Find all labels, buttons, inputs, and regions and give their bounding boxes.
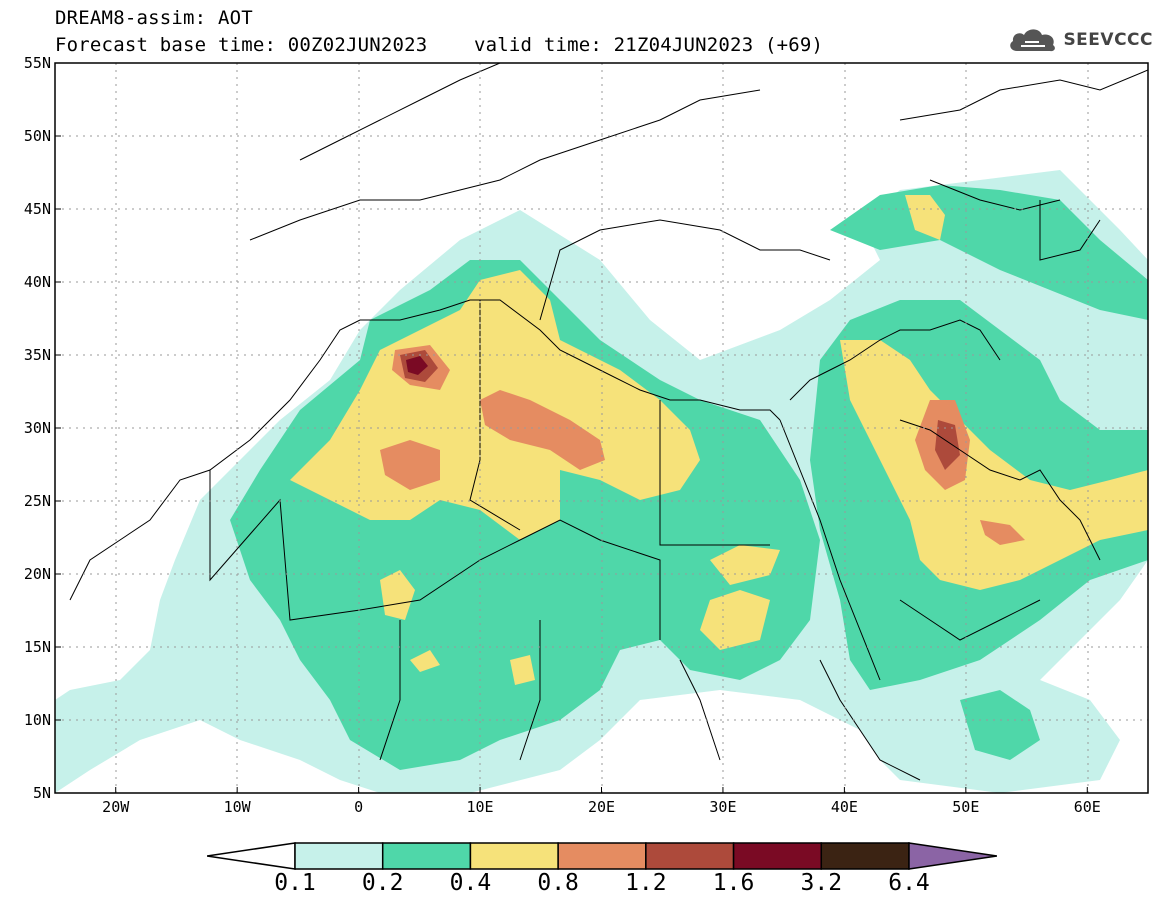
legend-tick-label: 0.8 — [537, 870, 579, 896]
lon-label: 30E — [709, 798, 736, 816]
legend-tick-label: 0.4 — [449, 870, 492, 896]
lon-label: 40E — [831, 798, 858, 816]
legend-swatch — [557, 842, 647, 870]
lat-label: 45N — [24, 200, 51, 218]
legend-swatch — [294, 842, 384, 870]
map-title: DREAM8-assim: AOT — [55, 7, 253, 29]
legend-swatch — [645, 842, 735, 870]
legend-tick-label: 1.2 — [625, 870, 667, 896]
lon-label: 20W — [102, 798, 130, 816]
lon-label: 10W — [224, 798, 252, 816]
lat-label: 50N — [24, 127, 51, 145]
latitude-labels: 55N 50N 45N 40N 35N 30N 25N 20N 15N 10N 5N — [24, 54, 61, 802]
lon-label: 20E — [588, 798, 615, 816]
lat-label: 25N — [24, 492, 51, 510]
logo-text: SEEVCCC — [1063, 30, 1153, 50]
longitude-labels: 20W 10W 0 10E 20E 30E 40E 50E 60E — [102, 787, 1101, 816]
aot-field — [55, 170, 1148, 793]
legend-tick-label: 3.2 — [800, 870, 843, 896]
seevccc-logo: SEEVCCC — [1007, 22, 1153, 58]
legend-tick-label: 0.2 — [361, 870, 404, 896]
country-borders — [69, 63, 1148, 781]
legend-over-triangle — [908, 842, 998, 870]
legend-tick-label: 1.6 — [712, 870, 755, 896]
lat-label: 15N — [24, 638, 51, 656]
lat-label: 5N — [33, 784, 51, 802]
legend-swatch — [820, 842, 910, 870]
legend-tick-label: 6.4 — [888, 870, 930, 896]
legend-colorbar — [206, 842, 998, 870]
legend-tick-label: 0.1 — [274, 870, 316, 896]
legend-under-triangle — [206, 842, 296, 870]
aot-map: 55N 50N 45N 40N 35N 30N 25N 20N 15N 10N 5N 20W 10W 0… — [24, 54, 1149, 816]
legend-swatch — [732, 842, 823, 870]
lat-label: 35N — [24, 346, 51, 364]
color-legend: 0.1 0.2 0.4 0.8 1.2 1.6 3.2 6.4 — [206, 842, 998, 902]
lon-label: 0 — [354, 798, 363, 816]
lat-label: 20N — [24, 565, 51, 583]
lat-label: 40N — [24, 273, 51, 291]
lat-label: 30N — [24, 419, 51, 437]
cloud-icon — [1010, 29, 1056, 52]
graticule — [55, 63, 1148, 793]
lat-label: 55N — [24, 54, 51, 72]
lat-label: 10N — [24, 711, 51, 729]
legend-swatch — [381, 842, 472, 870]
lon-label: 60E — [1074, 798, 1101, 816]
legend-swatch — [469, 842, 559, 870]
forecast-time-line: Forecast base time: 00Z02JUN2023 valid t… — [55, 34, 824, 56]
lon-label: 50E — [952, 798, 979, 816]
lon-label: 10E — [467, 798, 494, 816]
